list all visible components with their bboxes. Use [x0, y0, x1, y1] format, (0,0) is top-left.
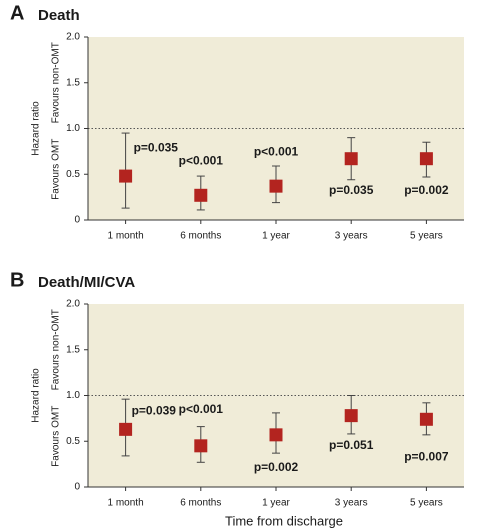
y-axis-label-lower: Favours OMT [51, 406, 62, 467]
y-tick-label: 1.5 [66, 77, 80, 88]
panel-letter: B [10, 269, 24, 291]
x-tick-label: 1 year [262, 498, 290, 509]
y-tick-label: 1.5 [66, 344, 80, 355]
point-estimate [119, 169, 133, 183]
point-estimate [419, 412, 433, 426]
panel-letter: A [10, 2, 24, 24]
y-tick-label: 0.5 [66, 169, 80, 180]
p-value-label: p=0.007 [404, 449, 449, 463]
y-axis-label: Hazard ratio [31, 101, 42, 156]
x-tick-label: 1 month [108, 231, 144, 242]
p-value-label: p<0.001 [179, 153, 224, 167]
x-tick-label: 3 years [335, 498, 368, 509]
y-tick-label: 0 [74, 215, 80, 226]
point-estimate [119, 422, 133, 436]
chart-title: Death [38, 7, 80, 24]
y-axis-label-upper: Favours non-OMT [51, 309, 62, 390]
x-tick-label: 3 years [335, 231, 368, 242]
chart-title: Death/MI/CVA [38, 274, 135, 291]
y-axis-label: Hazard ratio [31, 368, 42, 423]
p-value-label: p=0.002 [404, 183, 449, 197]
point-estimate [269, 179, 283, 193]
p-value-label: p=0.035 [329, 183, 374, 197]
p-value-label: p=0.051 [329, 438, 374, 452]
y-tick-label: 2.0 [66, 32, 80, 43]
p-value-label: p=0.002 [254, 460, 299, 474]
x-tick-label: 6 months [180, 498, 221, 509]
x-axis-label: Time from discharge [225, 513, 343, 528]
y-tick-label: 0.5 [66, 436, 80, 447]
y-tick-label: 2.0 [66, 299, 80, 310]
p-value-label: p=0.039 [132, 404, 177, 418]
point-estimate [344, 409, 358, 423]
x-tick-label: 1 month [108, 498, 144, 509]
x-tick-label: 5 years [410, 498, 443, 509]
x-tick-label: 5 years [410, 231, 443, 242]
y-tick-label: 1.0 [66, 123, 80, 134]
point-estimate [269, 428, 283, 442]
plot-area [88, 304, 464, 487]
point-estimate [194, 439, 208, 453]
y-tick-label: 0 [74, 482, 80, 493]
p-value-label: p<0.001 [179, 402, 224, 416]
point-estimate [344, 152, 358, 166]
x-tick-label: 1 year [262, 231, 290, 242]
y-axis-label-upper: Favours non-OMT [51, 42, 62, 123]
y-tick-label: 1.0 [66, 390, 80, 401]
p-value-label: p=0.035 [134, 140, 179, 154]
x-tick-label: 6 months [180, 231, 221, 242]
point-estimate [194, 188, 208, 202]
p-value-label: p<0.001 [254, 144, 299, 158]
point-estimate [419, 152, 433, 166]
y-axis-label-lower: Favours OMT [51, 139, 62, 200]
